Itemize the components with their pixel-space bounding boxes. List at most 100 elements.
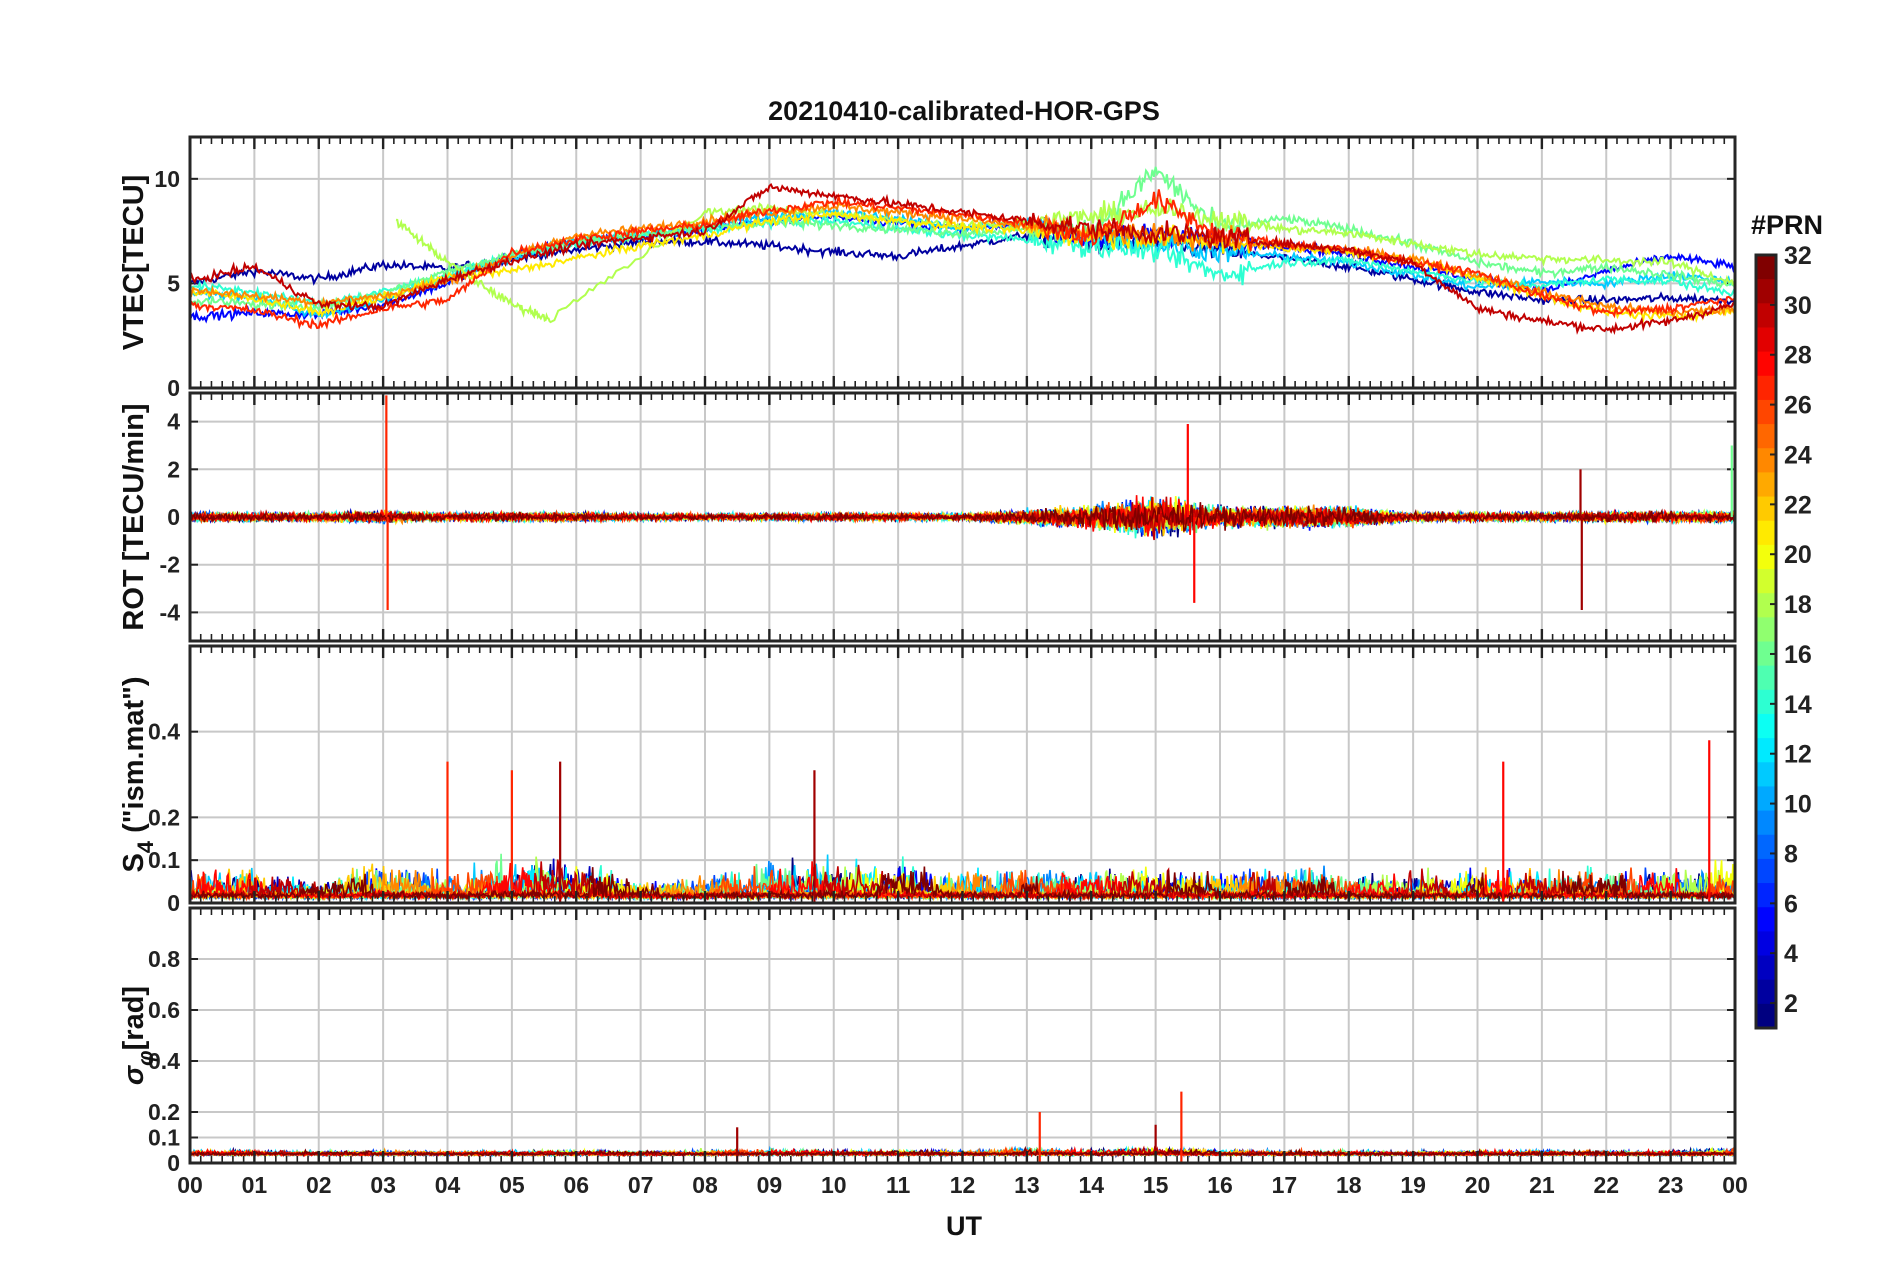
colorbar-segment: [1756, 399, 1776, 425]
y-tick-label: 0: [167, 375, 180, 401]
y-tick-label: 2: [167, 456, 180, 482]
x-tick-label: 14: [1078, 1172, 1104, 1198]
y-tick-label: -2: [160, 552, 180, 578]
x-axis-label: UT: [946, 1211, 982, 1241]
colorbar-segment: [1756, 665, 1776, 691]
x-tick-label: 03: [370, 1172, 396, 1198]
y-tick-label: 0.2: [148, 1099, 180, 1125]
colorbar-segment: [1756, 931, 1776, 957]
y-tick-label: 0.1: [148, 1125, 180, 1151]
y-tick-label: 0.8: [148, 946, 180, 972]
vtec-series-prn-16: [190, 166, 1735, 315]
x-tick-label: 00: [177, 1172, 203, 1198]
x-tick-label: 06: [563, 1172, 589, 1198]
rot-series-prn-32: [190, 502, 1735, 532]
colorbar-segment: [1756, 641, 1776, 667]
x-tick-label: 16: [1207, 1172, 1233, 1198]
y-tick-label: 0.6: [148, 997, 180, 1023]
colorbar-segment: [1756, 593, 1776, 618]
colorbar-tick-label: 28: [1784, 342, 1812, 370]
colorbar-tick-label: 30: [1784, 292, 1812, 320]
colorbar-tick-label: 2: [1784, 990, 1798, 1018]
x-tick-label: 20: [1465, 1172, 1491, 1198]
x-tick-label: 21: [1529, 1172, 1555, 1198]
colorbar-segment: [1756, 955, 1776, 981]
x-tick-label: 08: [692, 1172, 718, 1198]
vtec-series-prn-18: [395, 197, 1735, 324]
colorbar-segment: [1756, 279, 1776, 304]
colorbar-segment: [1756, 689, 1776, 715]
y-axis-label-s4: S4 ("ism.mat"): [118, 676, 158, 872]
y-axis-label-rot: ROT [TECU/min]: [118, 403, 150, 630]
colorbar-segment: [1756, 496, 1776, 522]
colorbar-tick-label: 16: [1784, 641, 1812, 669]
colorbar-segment: [1756, 520, 1776, 546]
y-axis-label-sigphi: σφ[rad]: [118, 986, 158, 1085]
colorbar-segment: [1756, 424, 1776, 449]
colorbar-segment: [1756, 1003, 1776, 1029]
x-tick-label: 22: [1593, 1172, 1619, 1198]
x-tick-label: 12: [950, 1172, 976, 1198]
y-tick-label: -4: [160, 599, 181, 625]
x-tick-label: 13: [1014, 1172, 1040, 1198]
y-tick-label: 0: [167, 504, 180, 530]
colorbar-segment: [1756, 858, 1776, 884]
colorbar-segment: [1756, 883, 1776, 908]
panel-sigphi: 00.10.2 0.4 0.6 0.8 σφ[rad]: [118, 906, 1737, 1176]
y-tick-label: 0.4: [148, 1048, 180, 1074]
panel-s4-frame: [188, 644, 1737, 905]
colorbar-tick-label: 24: [1784, 441, 1812, 469]
colorbar-segment: [1756, 738, 1776, 763]
colorbar-title: #PRN: [1751, 210, 1823, 240]
x-tick-label: 15: [1143, 1172, 1169, 1198]
colorbar-segment: [1756, 569, 1776, 594]
colorbar-tick-label: 18: [1784, 591, 1812, 619]
panel-rot-traces: [190, 395, 1735, 610]
panel-rot-frame: [188, 391, 1737, 643]
y-tick-label: 0.2: [148, 804, 180, 830]
colorbar-segment: [1756, 472, 1776, 498]
colorbar-segment: [1756, 810, 1776, 836]
y-tick-label: 0: [167, 1150, 180, 1176]
colorbar-segment: [1756, 762, 1776, 788]
vtec-series-prn-21: [190, 208, 1735, 324]
panel-rot: -4 -2 0 2 4 ROT [TECU/min]: [118, 391, 1737, 643]
chart-title: 20210410-calibrated-HOR-GPS: [768, 96, 1160, 126]
x-tick-label: 02: [306, 1172, 332, 1198]
x-tick-label: 01: [242, 1172, 268, 1198]
panel-vtec-traces: [190, 166, 1735, 336]
colorbar-frame: [1754, 253, 1778, 1030]
y-axis-label-vtec: VTEC[TECU]: [118, 175, 150, 351]
colorbar-segment: [1756, 351, 1776, 377]
x-tick-label: 07: [628, 1172, 654, 1198]
x-tick-label: 23: [1658, 1172, 1684, 1198]
colorbar-tick-label: 22: [1784, 491, 1812, 519]
colorbar-segment: [1756, 327, 1776, 353]
colorbar-tick-label: 14: [1784, 691, 1812, 719]
vtec-series-prn-27: [190, 189, 1735, 330]
y-tick-label: 4: [167, 409, 180, 435]
y-tick-label: 10: [154, 166, 180, 192]
x-tick-label: 09: [757, 1172, 783, 1198]
colorbar-segment: [1756, 448, 1776, 474]
colorbar-segment: [1756, 713, 1776, 739]
x-tick-label: 05: [499, 1172, 525, 1198]
y-tick-label: 0: [167, 890, 180, 916]
colorbar-segment: [1756, 979, 1776, 1005]
colorbar-segment: [1756, 544, 1776, 570]
y-tick-label: 5: [167, 270, 180, 296]
colorbar-tick-label: 26: [1784, 392, 1812, 420]
y-tick-label: 0.1: [148, 847, 180, 873]
colorbar-segment: [1756, 786, 1776, 812]
colorbar-segment: [1756, 255, 1776, 280]
x-axis: 00 01 02 03 04 05 06 07 08 09 10 11 12 13 14 15 16 17 18 19…: [177, 1172, 1748, 1198]
colorbar-segment: [1756, 617, 1776, 643]
x-tick-label: 10: [821, 1172, 847, 1198]
colorbar-tick-label: 20: [1784, 541, 1812, 569]
colorbar-segment: [1756, 375, 1776, 401]
x-tick-label: 18: [1336, 1172, 1362, 1198]
